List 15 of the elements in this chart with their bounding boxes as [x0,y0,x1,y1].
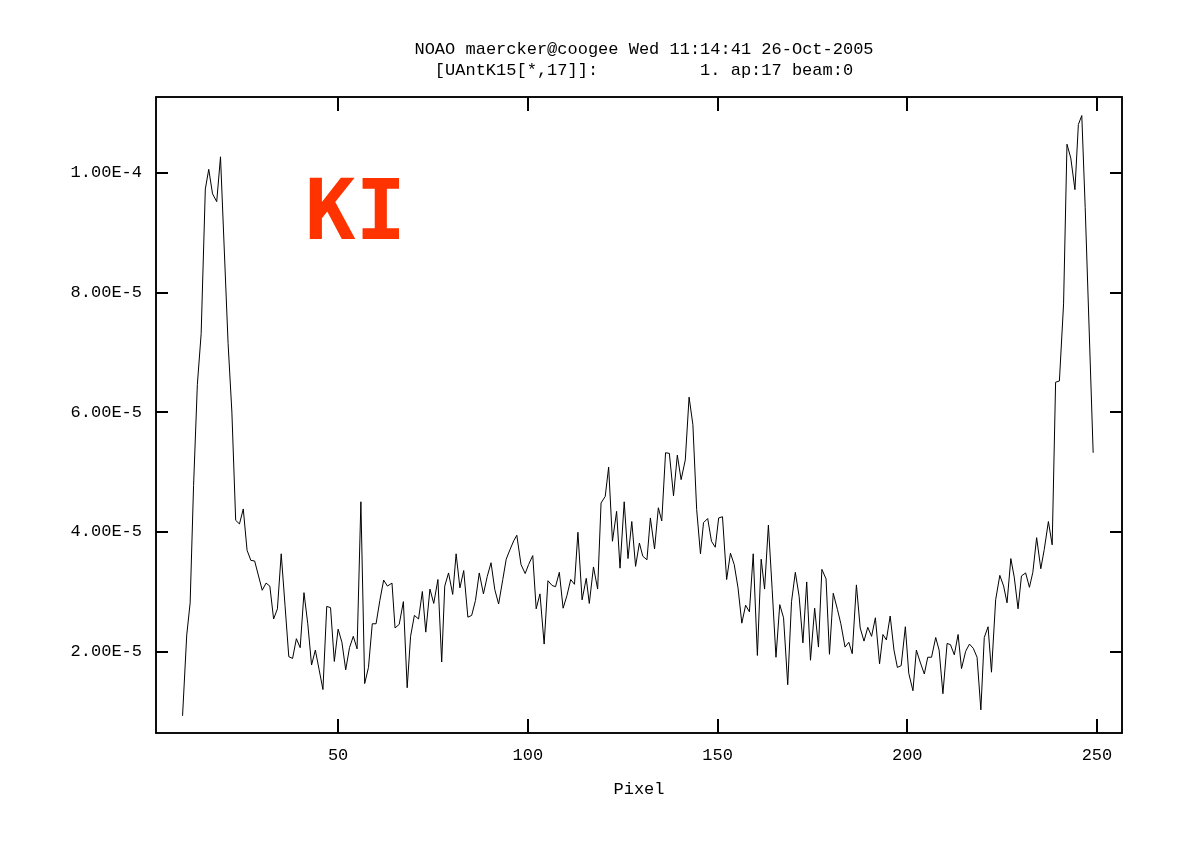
y-tick-label: 6.00E-5 [70,402,142,422]
chart-subtitle: [UAntK15[*,17]]: 1. ap:17 beam:0 [434,61,854,80]
x-axis-title: Pixel [613,780,665,799]
annotation: KI [305,161,407,259]
x-tick-label: 200 [891,746,923,765]
x-tick-label: 250 [1081,746,1113,765]
x-tick-label: 100 [512,746,544,765]
line-series [182,115,1094,717]
y-tick-label: 8.00E-5 [70,283,142,303]
x-tick-label: 150 [702,746,733,765]
x-tick-label: 50 [327,746,349,765]
y-tick-label: 4.00E-5 [70,522,142,542]
y-tick-label: 1.00E-4 [70,163,142,183]
y-tick-label: 2.00E-5 [70,641,142,661]
chart-title: NOAO maercker@coogee Wed 11:14:41 26-Oct-2005 [414,40,874,59]
